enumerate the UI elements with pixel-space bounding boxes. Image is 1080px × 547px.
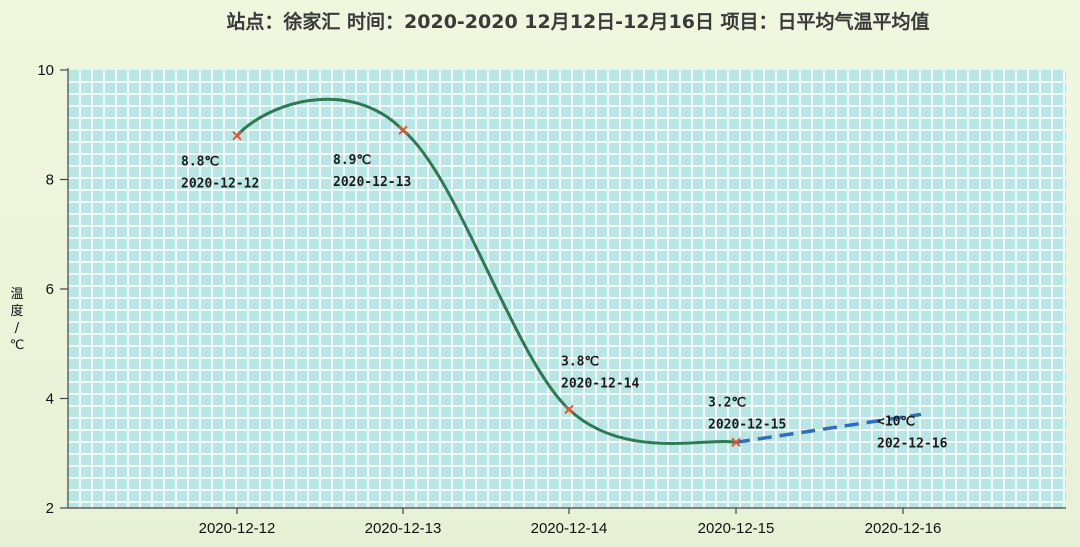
data-point-marker xyxy=(731,437,741,448)
y-axis-label-char: 度 xyxy=(10,303,23,319)
axes xyxy=(67,68,1066,509)
y-axis-label: 温度 / ℃ xyxy=(10,287,25,353)
x-tick-label: 2020-12-12 xyxy=(199,520,276,537)
y-axis-ticks: 2 4 6 8 10 xyxy=(37,62,68,517)
marker-stroke xyxy=(232,130,242,141)
x-tick-label: 2020-12-14 xyxy=(531,520,608,537)
series-line-observed xyxy=(235,97,738,445)
data-label-date: 2020-12-12 xyxy=(181,177,259,192)
grid xyxy=(68,70,1066,508)
data-label-value: <10℃ xyxy=(877,414,915,429)
data-label-value: 8.8℃ xyxy=(181,155,219,170)
data-label-date: 2020-12-15 xyxy=(708,417,786,432)
y-tick-label: 2 xyxy=(46,500,54,517)
data-point-marker xyxy=(564,404,574,415)
x-tick-label: 2020-12-16 xyxy=(865,520,942,537)
data-label-date: 2020-12-13 xyxy=(333,175,411,190)
data-label-value: 3.8℃ xyxy=(561,354,599,369)
data-point-marker xyxy=(398,125,408,135)
data-point-marker xyxy=(232,130,242,141)
y-tick-label: 4 xyxy=(46,391,54,408)
y-axis-label-char: 温 xyxy=(10,287,23,302)
y-axis-label-char: / xyxy=(15,321,20,336)
series-line-forecast xyxy=(735,412,922,445)
x-axis-ticks: 2020-12-12 2020-12-13 2020-12-14 2020-12-15… xyxy=(199,508,942,537)
marker-stroke xyxy=(398,125,408,135)
y-tick-label: 8 xyxy=(46,172,54,189)
series xyxy=(232,97,922,448)
data-label-value: 3.2℃ xyxy=(708,395,746,410)
marker-stroke xyxy=(564,404,574,415)
y-tick-label: 10 xyxy=(37,62,54,79)
x-tick-label: 2020-12-13 xyxy=(365,520,442,537)
x-tick-label: 2020-12-15 xyxy=(698,520,775,537)
marker-stroke xyxy=(731,437,741,448)
data-label-date: 202-12-16 xyxy=(877,436,948,451)
data-labels: 8.8℃ 2020-12-12 8.9℃ 2020-12-13 3.8℃ 2020-12-… xyxy=(181,153,948,451)
y-axis-label-char: ℃ xyxy=(10,338,25,353)
chart-title: 站点：徐家汇 时间：2020-2020 12月12日-12月16日 项目：日平均… xyxy=(226,10,929,33)
data-label-value: 8.9℃ xyxy=(333,153,371,168)
y-tick-label: 6 xyxy=(46,281,54,298)
plot-background xyxy=(68,70,1066,508)
data-label-date: 2020-12-14 xyxy=(561,376,639,391)
